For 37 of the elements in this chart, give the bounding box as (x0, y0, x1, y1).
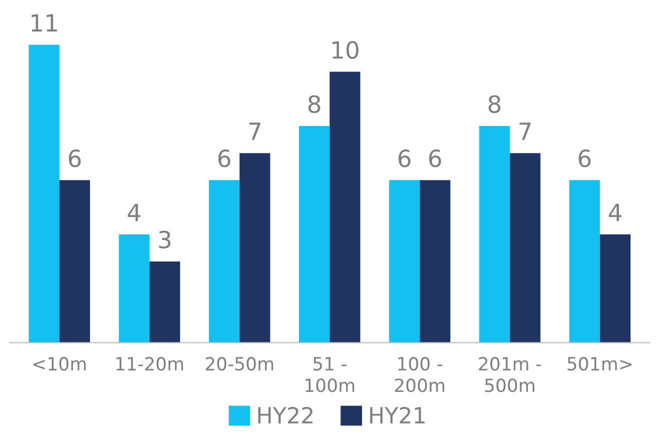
bar (420, 180, 450, 343)
bar (208, 180, 240, 343)
data-label: 6 (398, 149, 410, 168)
x-tick-label: 501m> (568, 356, 632, 371)
data-label: 3 (159, 230, 170, 249)
bar (299, 126, 330, 343)
bar (28, 44, 60, 343)
x-tick-label: 11-20m (116, 356, 183, 371)
bar (569, 180, 600, 343)
data-label: 7 (249, 122, 260, 140)
legend-label: HY21 (370, 406, 425, 424)
bar (118, 234, 150, 343)
x-tick-label: 51 - 100m (306, 357, 354, 392)
x-tick-label: 201m - 500m (478, 356, 542, 392)
bar (600, 234, 631, 343)
data-label: 4 (608, 204, 622, 222)
data-label: 6 (578, 149, 591, 168)
data-label: 8 (308, 95, 320, 114)
bar (59, 180, 90, 343)
data-label: 6 (68, 149, 81, 168)
data-label: 6 (218, 149, 230, 168)
x-tick-label: <10m (33, 356, 86, 371)
bar (510, 153, 540, 343)
data-label: 6 (429, 149, 442, 168)
data-label: 8 (488, 95, 500, 114)
legend-label: HY22 (258, 406, 312, 424)
bar (389, 180, 420, 343)
data-label: 11 (32, 14, 57, 32)
data-label: 10 (332, 41, 358, 59)
x-tick-label: 100 - 200m (395, 356, 444, 392)
data-label: 4 (128, 204, 140, 222)
bar (330, 72, 360, 343)
data-label: 7 (520, 122, 531, 140)
x-tick-label: 20-50m (206, 356, 274, 371)
bar (479, 126, 510, 343)
bar (149, 261, 180, 343)
bar (240, 153, 270, 343)
